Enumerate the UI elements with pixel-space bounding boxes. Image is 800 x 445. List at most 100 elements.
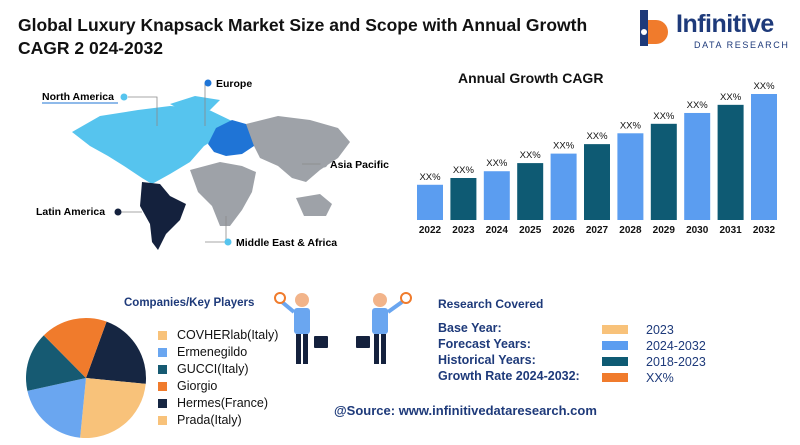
- asia-pacific-shape: [246, 116, 350, 182]
- x-tick-2025: 2025: [519, 225, 542, 236]
- north-america-shape: [72, 106, 232, 184]
- x-tick-2024: 2024: [486, 225, 509, 236]
- x-tick-2027: 2027: [586, 225, 609, 236]
- bar-label-2029: XX%: [653, 111, 675, 122]
- bar-2030: [684, 112, 711, 220]
- bar-2028: [617, 133, 644, 220]
- x-tick-2031: 2031: [719, 225, 742, 236]
- legend-swatch: [158, 381, 167, 391]
- asia-pacific-marker: [320, 160, 328, 168]
- logo-subtitle: DATA RESEARCH: [694, 40, 790, 50]
- person-right-icon: [356, 292, 412, 364]
- legend-swatch: [158, 330, 167, 340]
- player-legend-item: Ermenegildo: [158, 344, 247, 360]
- bar-2032: [751, 94, 777, 220]
- legend-swatch: [158, 398, 167, 408]
- pie-slice-4: [43, 318, 107, 378]
- bar-label-2026: XX%: [553, 141, 575, 152]
- player-name: Hermes(France): [177, 396, 268, 410]
- player-legend-item: GUCCI(Italy): [158, 361, 249, 377]
- bar-label-2028: XX%: [620, 120, 642, 131]
- player-name: GUCCI(Italy): [177, 362, 249, 376]
- brand-logo: Infinitive DATA RESEARCH: [636, 6, 796, 54]
- pie-slice-2: [27, 378, 86, 438]
- logo-mark-icon: [640, 10, 668, 46]
- x-tick-2028: 2028: [619, 225, 642, 236]
- legend-swatch: [158, 364, 167, 374]
- bar-label-2022: XX%: [419, 172, 441, 183]
- region-label-europe: Europe: [216, 78, 252, 90]
- player-name: Ermenegildo: [177, 345, 248, 359]
- research-swatch: [602, 357, 628, 366]
- business-people-illustration: [274, 292, 412, 364]
- bar-label-2030: XX%: [687, 100, 709, 111]
- research-swatch: [602, 373, 628, 382]
- pie-slice-1: [80, 378, 146, 438]
- player-name: COVHERlab(Italy): [177, 328, 279, 342]
- mea-marker: [224, 238, 232, 246]
- bar-2025: [517, 163, 544, 220]
- players-pie-chart: [26, 318, 146, 438]
- x-tick-2026: 2026: [552, 225, 575, 236]
- world-map: North America Europe Asia Pacific Latin …: [36, 78, 389, 250]
- mea-shape: [190, 162, 256, 226]
- bar-label-2024: XX%: [486, 158, 508, 169]
- x-tick-2022: 2022: [419, 225, 442, 236]
- bar-2029: [650, 123, 677, 220]
- bar-label-2032: XX%: [753, 81, 775, 92]
- bar-2026: [550, 153, 577, 220]
- x-tick-2032: 2032: [753, 225, 776, 236]
- person-left-icon: [274, 292, 328, 364]
- europe-shape: [208, 120, 256, 156]
- europe-marker: [204, 79, 212, 87]
- latin-america-shape: [140, 182, 186, 250]
- x-tick-2030: 2030: [686, 225, 709, 236]
- pie-slice-0: [86, 321, 146, 384]
- x-tick-2023: 2023: [452, 225, 475, 236]
- player-name: Giorgio: [177, 379, 218, 393]
- research-value-row: 2024-2032: [602, 338, 706, 353]
- research-value-row: XX%: [602, 370, 674, 385]
- cagr-bar-chart: XX% 2022 XX% 2023 XX% 2024 XX% 2025 XX% 2026 XX% 20…: [417, 81, 777, 236]
- chart-title: Annual Growth CAGR: [458, 70, 604, 86]
- bar-label-2031: XX%: [720, 92, 742, 103]
- region-label-north-america: North America: [42, 91, 114, 103]
- source-link[interactable]: @Source: www.infinitivedataresearch.com: [334, 403, 597, 418]
- bar-2027: [584, 144, 610, 220]
- research-value: 2023: [646, 322, 674, 337]
- bar-2022: [417, 184, 443, 220]
- pie-slice-3: [26, 335, 86, 391]
- research-value-row: 2018-2023: [602, 354, 706, 369]
- research-value-row: 2023: [602, 322, 674, 337]
- research-value: 2018-2023: [646, 354, 706, 369]
- research-value: 2024-2032: [646, 338, 706, 353]
- page-title: Global Luxury Knapsack Market Size and S…: [18, 15, 588, 58]
- players-title: Companies/Key Players: [124, 297, 255, 309]
- research-title: Research Covered: [438, 297, 544, 311]
- player-legend-item: Giorgio: [158, 378, 217, 394]
- legend-swatch: [158, 347, 167, 357]
- logo-word: Infinitive: [676, 10, 774, 38]
- legend-swatch: [158, 415, 167, 425]
- bar-label-2025: XX%: [520, 150, 542, 161]
- bar-2024: [483, 171, 510, 220]
- research-label: Forecast Years:: [438, 337, 531, 351]
- region-label-mea: Middle East & Africa: [236, 237, 337, 249]
- x-tick-2029: 2029: [653, 225, 676, 236]
- research-swatch: [602, 341, 628, 350]
- bar-2023: [450, 178, 477, 220]
- bar-label-2027: XX%: [586, 131, 608, 142]
- latin-america-marker: [114, 208, 122, 216]
- region-label-asia-pacific: Asia Pacific: [330, 159, 389, 171]
- bar-2031: [717, 104, 744, 220]
- bar-label-2023: XX%: [453, 165, 475, 176]
- north-america-marker: [120, 93, 128, 101]
- research-label: Growth Rate 2024-2032:: [438, 369, 580, 383]
- research-label: Historical Years:: [438, 353, 536, 367]
- research-value: XX%: [646, 370, 674, 385]
- player-legend-item: Prada(Italy): [158, 412, 242, 428]
- research-label: Base Year:: [438, 321, 502, 335]
- player-name: Prada(Italy): [177, 413, 242, 427]
- player-legend-item: COVHERlab(Italy): [158, 327, 278, 343]
- research-swatch: [602, 325, 628, 334]
